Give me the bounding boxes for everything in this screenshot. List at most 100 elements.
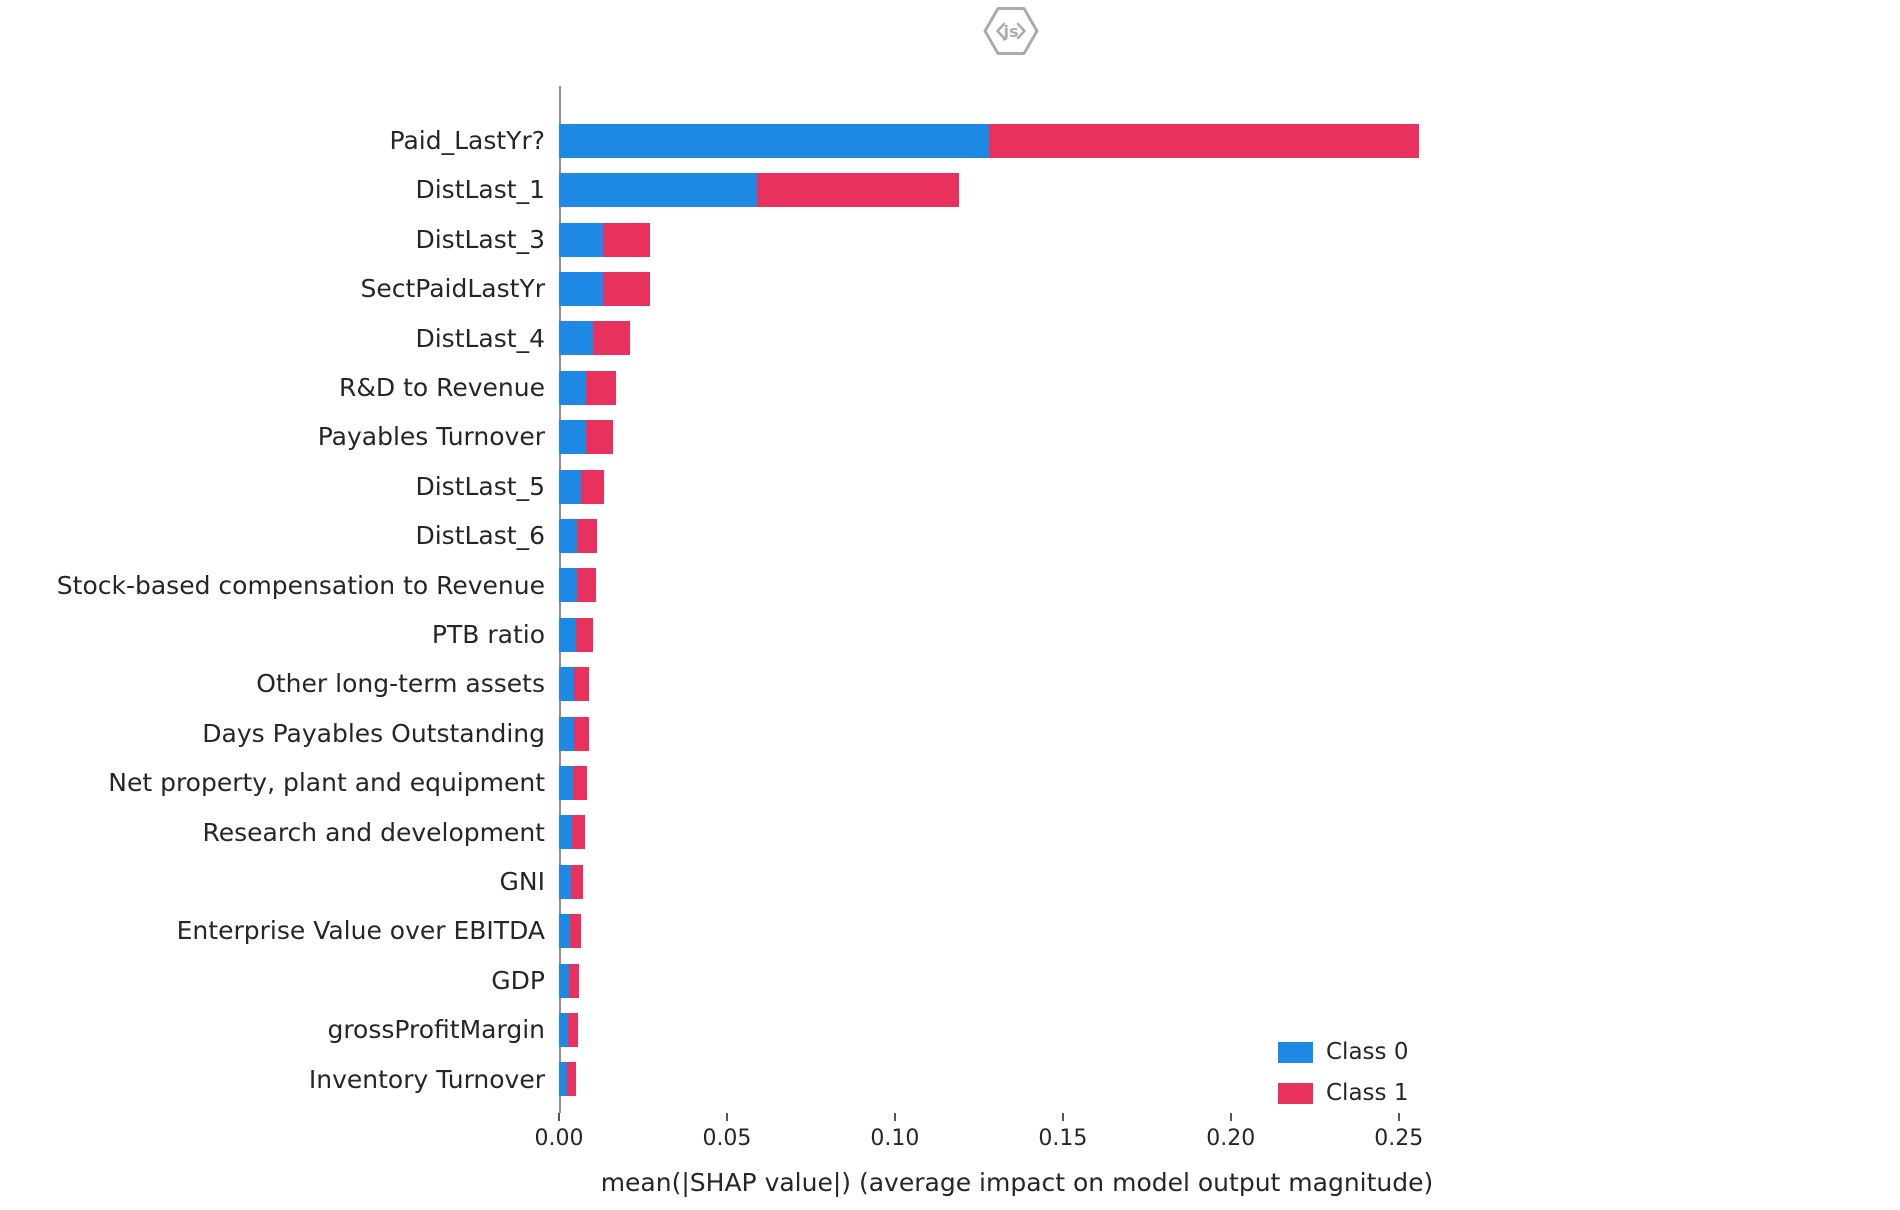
x-tick-label: 0.05 xyxy=(702,1126,752,1151)
feature-label: Stock-based compensation to Revenue xyxy=(56,570,545,600)
bar-segment-class-1 xyxy=(602,271,650,306)
bar-segment-class-1 xyxy=(572,765,587,800)
feature-label: Payables Turnover xyxy=(317,422,545,452)
bar-segment-class-1 xyxy=(585,370,617,405)
feature-row: SectPaidLastYr xyxy=(0,264,1475,313)
bar-segment-class-0 xyxy=(559,667,575,702)
bar-segment-class-1 xyxy=(567,1062,577,1097)
feature-label: DistLast_6 xyxy=(415,521,545,551)
x-tick-mark xyxy=(1061,1113,1064,1121)
stacked-bar xyxy=(559,617,1475,652)
stacked-bar xyxy=(559,815,1475,850)
stacked-bar xyxy=(559,222,1475,257)
bar-zone xyxy=(559,511,1475,560)
feature-label: DistLast_3 xyxy=(415,224,545,254)
feature-row: DistLast_5 xyxy=(0,462,1475,511)
x-tick-mark xyxy=(725,1113,728,1121)
feature-row: Payables Turnover xyxy=(0,412,1475,461)
shap-js-logo: js xyxy=(981,4,1041,62)
bar-zone xyxy=(559,363,1475,412)
feature-row: DistLast_1 xyxy=(0,165,1475,214)
bar-zone xyxy=(559,561,1475,610)
x-tick-label: 0.00 xyxy=(534,1126,584,1151)
feature-row: Net property, plant and equipment xyxy=(0,758,1475,807)
legend-swatch-class-0 xyxy=(1278,1041,1313,1063)
bar-zone xyxy=(559,857,1475,906)
x-axis: 0.00 0.05 0.10 0.15 0.20 0.25 xyxy=(535,1113,1475,1163)
stacked-bar xyxy=(559,1013,1475,1048)
x-tick-label: 0.20 xyxy=(1206,1126,1256,1151)
bar-segment-class-1 xyxy=(571,815,585,850)
bar-zone xyxy=(559,956,1475,1005)
logo-left-chevron-icon xyxy=(996,22,1006,40)
bar-segment-class-1 xyxy=(988,123,1419,158)
legend-item: Class 1 xyxy=(1278,1080,1408,1106)
feature-label: Research and development xyxy=(202,817,545,847)
bar-segment-class-1 xyxy=(585,420,613,455)
stacked-bar xyxy=(559,1062,1475,1097)
bar-segment-class-0 xyxy=(559,1013,569,1048)
bar-segment-class-1 xyxy=(577,568,597,603)
bar-segment-class-1 xyxy=(757,173,959,208)
bar-segment-class-0 xyxy=(559,617,576,652)
stacked-bar xyxy=(559,370,1475,405)
feature-row: R&D to Revenue xyxy=(0,363,1475,412)
bar-segment-class-1 xyxy=(592,321,630,356)
x-tick-label: 0.10 xyxy=(870,1126,920,1151)
logo-hexagon xyxy=(983,7,1039,55)
feature-row: GNI xyxy=(0,857,1475,906)
bar-segment-class-0 xyxy=(559,469,581,504)
bar-segment-class-0 xyxy=(559,1062,568,1097)
stacked-bar xyxy=(559,469,1475,504)
feature-row: Enterprise Value over EBITDA xyxy=(0,907,1475,956)
bar-segment-class-0 xyxy=(559,518,578,553)
legend-swatch-class-1 xyxy=(1278,1082,1313,1104)
stacked-bar xyxy=(559,914,1475,949)
feature-label: Net property, plant and equipment xyxy=(108,768,545,798)
bar-zone xyxy=(559,462,1475,511)
bar-segment-class-0 xyxy=(559,914,571,949)
legend: Class 0 Class 1 xyxy=(1278,1039,1408,1106)
bar-zone xyxy=(559,314,1475,363)
bar-segment-class-1 xyxy=(569,963,580,998)
stacked-bar xyxy=(559,568,1475,603)
shap-js-logo-svg: js xyxy=(983,7,1039,55)
x-tick-mark xyxy=(893,1113,896,1121)
feature-label: Paid_LastYr? xyxy=(389,125,545,155)
bar-zone xyxy=(559,165,1475,214)
stacked-bar xyxy=(559,864,1475,899)
x-tick-mark xyxy=(1397,1113,1400,1121)
bar-segment-class-0 xyxy=(559,963,570,998)
feature-label: DistLast_5 xyxy=(415,471,545,501)
feature-row: PTB ratio xyxy=(0,610,1475,659)
stacked-bar xyxy=(559,321,1475,356)
feature-label: GNI xyxy=(499,867,545,897)
feature-row: grossProfitMargin xyxy=(0,1005,1475,1054)
bar-zone xyxy=(559,808,1475,857)
bar-zone xyxy=(559,264,1475,313)
x-tick-label: 0.25 xyxy=(1374,1126,1424,1151)
bar-segment-class-0 xyxy=(559,864,571,899)
bar-zone xyxy=(559,709,1475,758)
bar-segment-class-0 xyxy=(559,173,758,208)
feature-label: Days Payables Outstanding xyxy=(202,718,545,748)
x-tick-mark xyxy=(558,1113,560,1121)
feature-label: DistLast_4 xyxy=(415,323,545,353)
feature-row: Research and development xyxy=(0,808,1475,857)
stacked-bar xyxy=(559,173,1475,208)
x-axis-title: mean(|SHAP value|) (average impact on mo… xyxy=(600,1168,1434,1197)
bar-segment-class-1 xyxy=(577,518,597,553)
feature-row: Stock-based compensation to Revenue xyxy=(0,561,1475,610)
feature-row: Other long-term assets xyxy=(0,659,1475,708)
feature-row: DistLast_4 xyxy=(0,314,1475,363)
bar-segment-class-0 xyxy=(559,765,573,800)
stacked-bar xyxy=(559,420,1475,455)
bar-segment-class-1 xyxy=(602,222,650,257)
legend-label: Class 0 xyxy=(1326,1039,1409,1065)
feature-label: R&D to Revenue xyxy=(339,372,545,402)
logo-right-chevron-icon xyxy=(1016,22,1026,40)
feature-label: SectPaidLastYr xyxy=(360,274,545,304)
bar-segment-class-1 xyxy=(574,667,590,702)
bar-segment-class-0 xyxy=(559,568,578,603)
feature-row: DistLast_3 xyxy=(0,215,1475,264)
